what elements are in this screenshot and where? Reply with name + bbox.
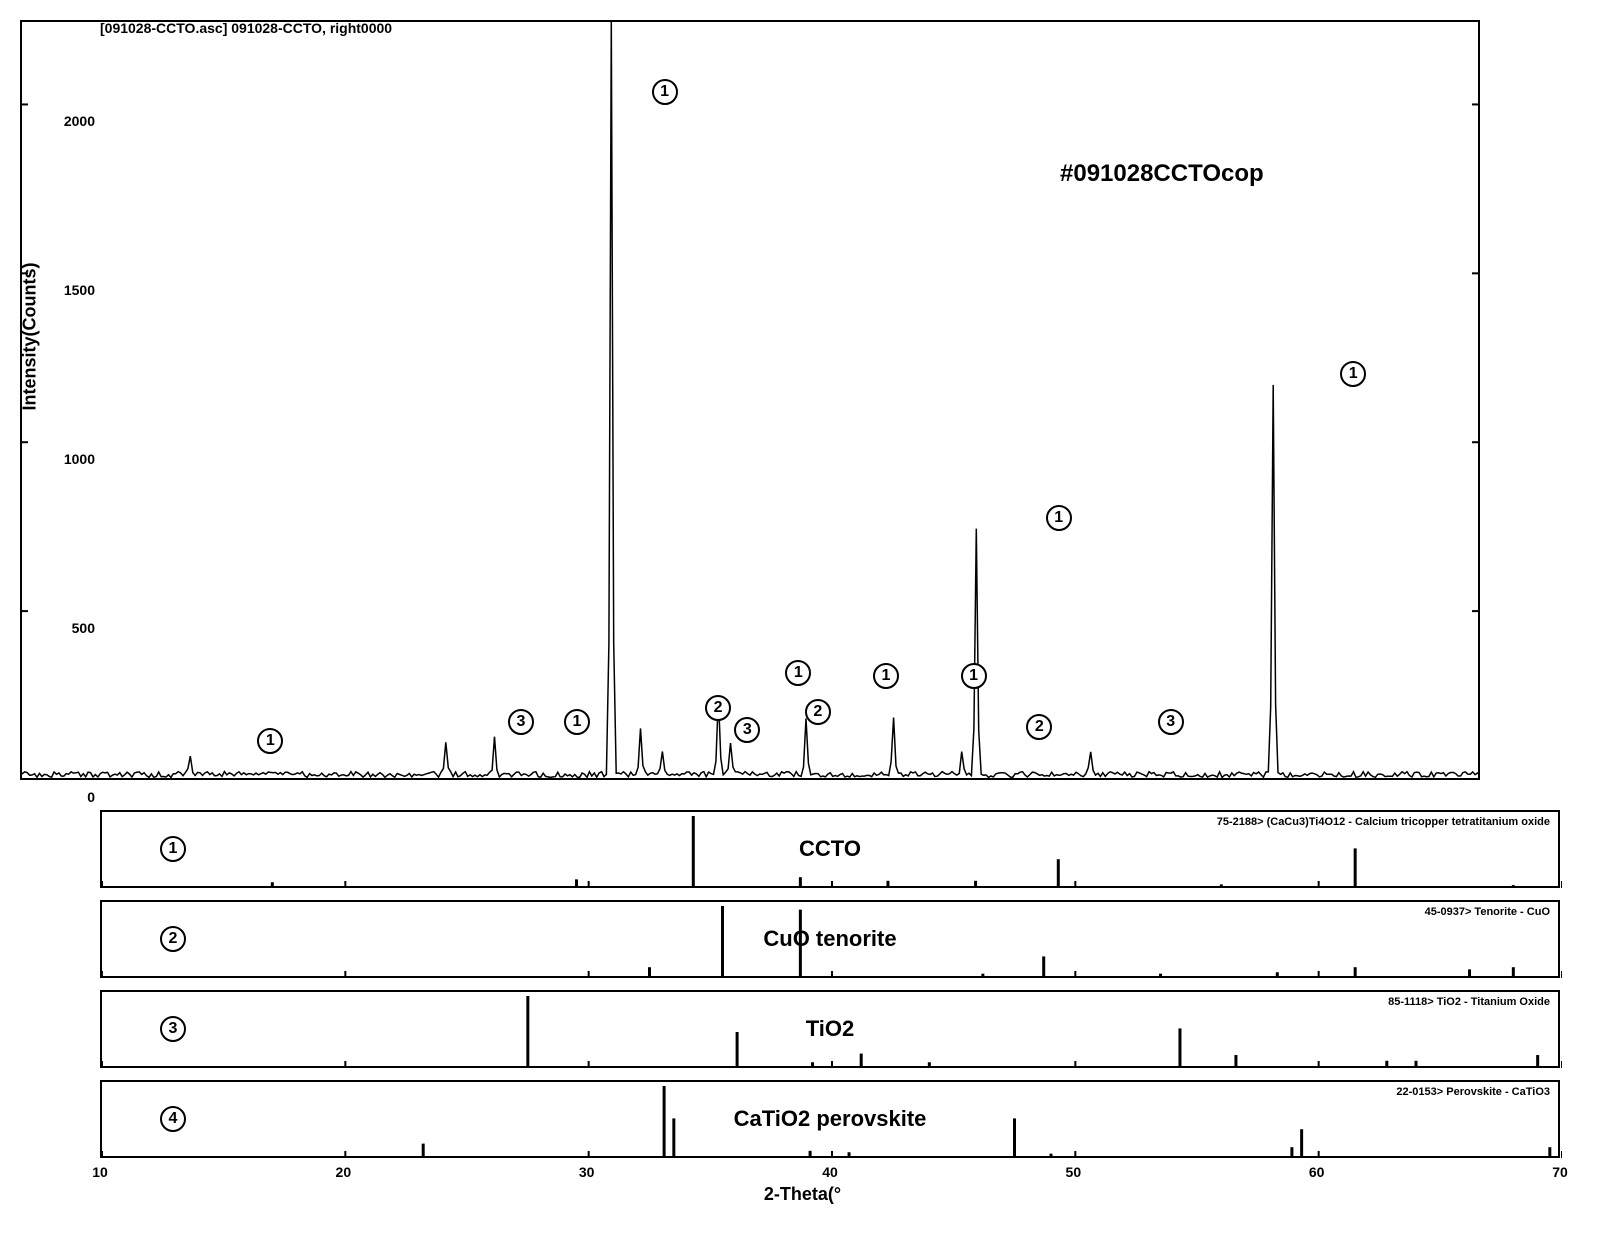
peak-marker: 3 bbox=[508, 709, 534, 735]
y-tick-label: 0 bbox=[45, 789, 95, 805]
y-tick-label: 500 bbox=[45, 620, 95, 636]
reference-phase-number: 1 bbox=[160, 836, 186, 862]
x-tick-label: 20 bbox=[323, 1164, 363, 1180]
reference-phase-label: CCTO bbox=[799, 836, 861, 862]
x-tick-label: 60 bbox=[1297, 1164, 1337, 1180]
peak-marker: 2 bbox=[805, 699, 831, 725]
peak-marker: 1 bbox=[257, 728, 283, 754]
y-tick-label: 2000 bbox=[45, 113, 95, 129]
reference-card-text: 85-1118> TiO2 - Titanium Oxide bbox=[1388, 996, 1550, 1008]
y-tick-label: 1000 bbox=[45, 451, 95, 467]
reference-phase-number: 3 bbox=[160, 1016, 186, 1042]
reference-card-text: 22-0153> Perovskite - CaTiO3 bbox=[1396, 1086, 1550, 1098]
reference-panel: CaTiO2 perovskite 22-0153> Perovskite - C… bbox=[100, 1080, 1560, 1158]
x-tick-label: 40 bbox=[810, 1164, 850, 1180]
reference-phase-label: TiO2 bbox=[806, 1016, 855, 1042]
reference-phase-number: 4 bbox=[160, 1106, 186, 1132]
y-tick-label: 1500 bbox=[45, 282, 95, 298]
peak-marker: 1 bbox=[1046, 505, 1072, 531]
xrd-container: [091028-CCTO.asc] 091028-CCTO, right0000… bbox=[20, 20, 1585, 1221]
peak-marker: 1 bbox=[652, 79, 678, 105]
reference-card-text: 45-0937> Tenorite - CuO bbox=[1425, 906, 1550, 918]
x-axis-label: 2-Theta(° bbox=[764, 1184, 841, 1205]
reference-phase-label: CaTiO2 perovskite bbox=[734, 1106, 927, 1132]
reference-phase-number: 2 bbox=[160, 926, 186, 952]
reference-card-text: 75-2188> (CaCu3)Ti4O12 - Calcium tricopp… bbox=[1217, 816, 1550, 828]
peak-marker: 1 bbox=[564, 709, 590, 735]
x-tick-label: 30 bbox=[567, 1164, 607, 1180]
main-plot-frame bbox=[20, 20, 1480, 780]
peak-marker: 3 bbox=[1158, 709, 1184, 735]
peak-marker: 1 bbox=[961, 663, 987, 689]
reference-panel: CuO tenorite 45-0937> Tenorite - CuO bbox=[100, 900, 1560, 978]
x-tick-label: 10 bbox=[80, 1164, 120, 1180]
reference-panel: TiO2 85-1118> TiO2 - Titanium Oxide bbox=[100, 990, 1560, 1068]
x-tick-label: 70 bbox=[1540, 1164, 1580, 1180]
sample-label: #091028CCTOcop bbox=[1060, 160, 1264, 188]
x-tick-label: 50 bbox=[1053, 1164, 1093, 1180]
reference-panel: CCTO 75-2188> (CaCu3)Ti4O12 - Calcium tri… bbox=[100, 810, 1560, 888]
reference-phase-label: CuO tenorite bbox=[763, 926, 896, 952]
main-plot-svg bbox=[20, 20, 1480, 780]
